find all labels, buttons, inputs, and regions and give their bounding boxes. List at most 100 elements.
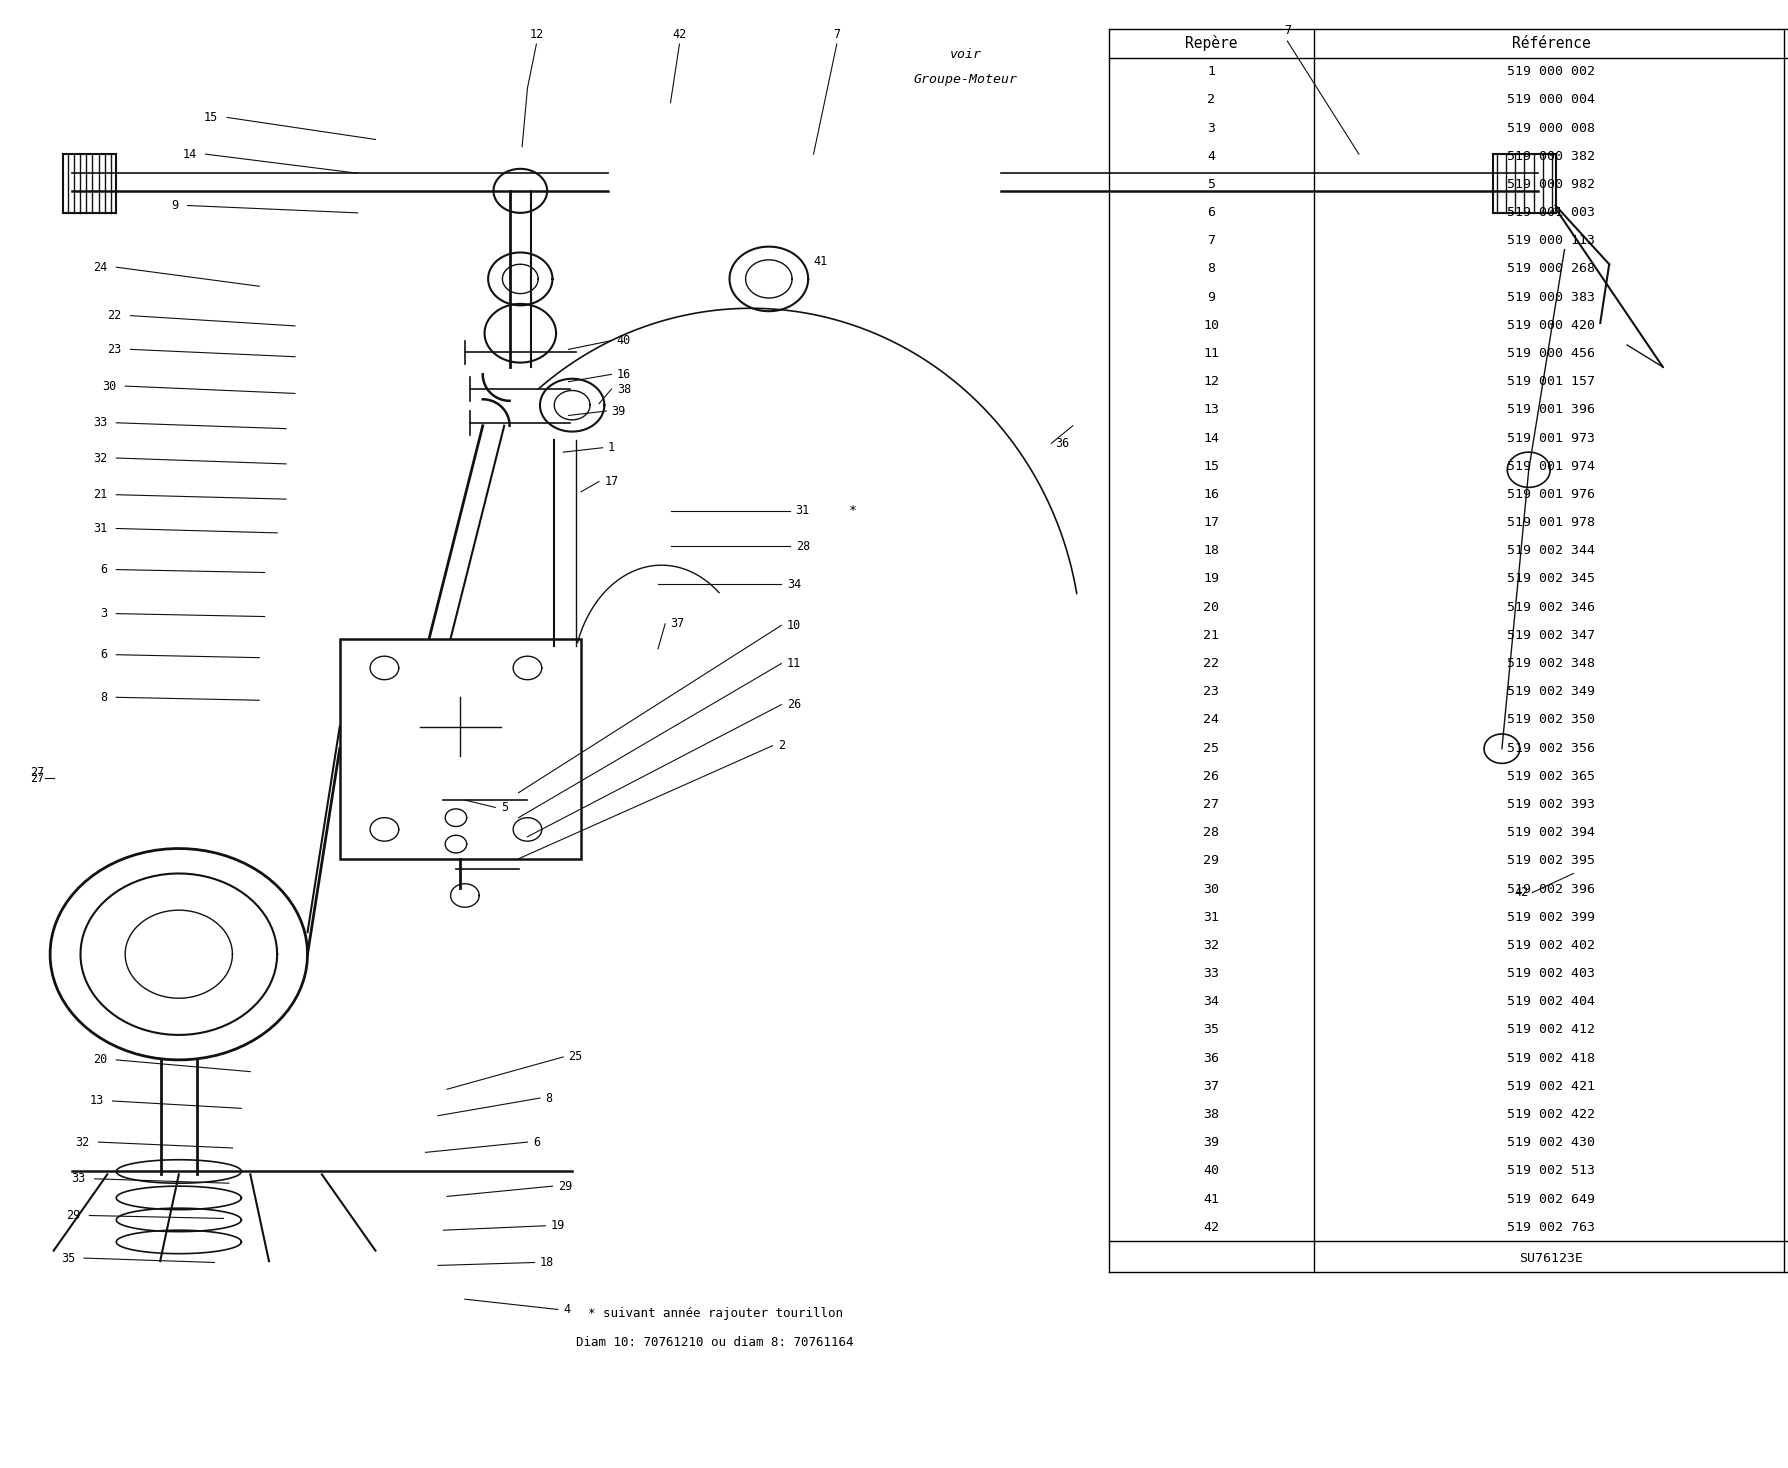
Text: 13: 13 <box>89 1095 104 1107</box>
Text: 41: 41 <box>814 255 828 267</box>
Text: 21: 21 <box>1203 628 1219 642</box>
Text: 519 002 395: 519 002 395 <box>1507 854 1595 868</box>
Text: 27: 27 <box>1203 799 1219 810</box>
Text: 1: 1 <box>1207 65 1216 78</box>
Text: 25: 25 <box>1203 741 1219 755</box>
Text: 19: 19 <box>1203 573 1219 586</box>
Text: 13: 13 <box>1203 404 1219 417</box>
Text: 42: 42 <box>672 28 687 41</box>
Text: 519 001 973: 519 001 973 <box>1507 432 1595 445</box>
Text: 519 002 349: 519 002 349 <box>1507 686 1595 699</box>
Text: 519 002 404: 519 002 404 <box>1507 995 1595 1009</box>
Text: 38: 38 <box>1203 1108 1219 1122</box>
Text: 519 001 003: 519 001 003 <box>1507 206 1595 219</box>
Text: 41: 41 <box>1203 1192 1219 1205</box>
Text: 519 001 396: 519 001 396 <box>1507 404 1595 417</box>
Text: 35: 35 <box>1203 1023 1219 1036</box>
Text: 22: 22 <box>1203 658 1219 669</box>
Text: 10: 10 <box>1203 319 1219 332</box>
Text: 519 002 396: 519 002 396 <box>1507 882 1595 895</box>
Text: 42: 42 <box>1203 1221 1219 1233</box>
Text: 519 000 382: 519 000 382 <box>1507 150 1595 163</box>
Text: 34: 34 <box>787 578 801 590</box>
Text: 17: 17 <box>1203 517 1219 528</box>
Text: * suivant année rajouter tourillon: * suivant année rajouter tourillon <box>588 1307 842 1320</box>
Text: 519 002 402: 519 002 402 <box>1507 940 1595 951</box>
Text: 17: 17 <box>604 476 619 487</box>
Text: 519 000 268: 519 000 268 <box>1507 263 1595 276</box>
Text: 36: 36 <box>1203 1051 1219 1064</box>
Text: 18: 18 <box>1203 545 1219 558</box>
Text: 10: 10 <box>787 619 801 631</box>
Text: 8: 8 <box>1207 263 1216 276</box>
Text: 32: 32 <box>1203 940 1219 951</box>
Text: 7: 7 <box>1284 23 1291 37</box>
Text: 30: 30 <box>102 380 116 392</box>
Text: 18: 18 <box>540 1257 554 1268</box>
Text: Groupe-Moteur: Groupe-Moteur <box>914 73 1017 87</box>
Text: 519 002 399: 519 002 399 <box>1507 910 1595 923</box>
Text: 35: 35 <box>61 1252 75 1264</box>
Text: 519 002 347: 519 002 347 <box>1507 628 1595 642</box>
Text: 34: 34 <box>1203 995 1219 1009</box>
Text: 21: 21 <box>93 489 107 501</box>
Text: 11: 11 <box>1203 346 1219 360</box>
Text: 9: 9 <box>172 200 179 211</box>
Text: Diam 10: 70761210 ou diam 8: 70761164: Diam 10: 70761210 ou diam 8: 70761164 <box>576 1336 855 1349</box>
Text: 6: 6 <box>533 1136 540 1148</box>
Text: 15: 15 <box>204 112 218 123</box>
Text: *: * <box>849 505 856 517</box>
Text: 519 000 383: 519 000 383 <box>1507 291 1595 304</box>
Text: 24: 24 <box>1203 713 1219 727</box>
Text: 519 001 974: 519 001 974 <box>1507 459 1595 473</box>
Text: 519 000 982: 519 000 982 <box>1507 178 1595 191</box>
Text: 519 002 356: 519 002 356 <box>1507 741 1595 755</box>
Text: 31: 31 <box>93 523 107 534</box>
Text: 6: 6 <box>100 564 107 575</box>
Text: 519 002 344: 519 002 344 <box>1507 545 1595 558</box>
Text: 27: 27 <box>30 772 45 784</box>
Text: 519 002 345: 519 002 345 <box>1507 573 1595 586</box>
Text: 519 002 394: 519 002 394 <box>1507 826 1595 840</box>
Text: 9: 9 <box>1207 291 1216 304</box>
Text: 23: 23 <box>107 344 122 355</box>
Text: 20: 20 <box>93 1054 107 1066</box>
Text: 8: 8 <box>100 691 107 703</box>
Text: 519 001 157: 519 001 157 <box>1507 376 1595 388</box>
Text: 519 002 348: 519 002 348 <box>1507 658 1595 669</box>
Text: 3: 3 <box>100 608 107 619</box>
Text: Référence: Référence <box>1511 35 1591 51</box>
Text: 29: 29 <box>66 1210 80 1221</box>
Text: 42: 42 <box>1514 887 1529 898</box>
Text: 519 000 113: 519 000 113 <box>1507 235 1595 247</box>
Text: 37: 37 <box>670 618 685 630</box>
Text: 5: 5 <box>1207 178 1216 191</box>
Text: 12: 12 <box>1203 376 1219 388</box>
Text: 31: 31 <box>1203 910 1219 923</box>
Text: 39: 39 <box>1203 1136 1219 1149</box>
Text: 519 002 365: 519 002 365 <box>1507 769 1595 782</box>
Text: 40: 40 <box>617 335 631 346</box>
Text: 29: 29 <box>1203 854 1219 868</box>
Text: 39: 39 <box>611 405 626 417</box>
Text: 519 000 008: 519 000 008 <box>1507 122 1595 135</box>
Text: 519 000 002: 519 000 002 <box>1507 65 1595 78</box>
Text: 519 002 350: 519 002 350 <box>1507 713 1595 727</box>
Text: Repère: Repère <box>1185 35 1237 51</box>
Text: 33: 33 <box>72 1173 86 1185</box>
Text: 519 000 456: 519 000 456 <box>1507 346 1595 360</box>
Text: 7: 7 <box>1207 235 1216 247</box>
Text: 19: 19 <box>551 1220 565 1232</box>
Text: 2: 2 <box>778 740 785 752</box>
Text: 33: 33 <box>1203 967 1219 981</box>
Text: 20: 20 <box>1203 600 1219 614</box>
Text: 519 002 393: 519 002 393 <box>1507 799 1595 810</box>
Text: 15: 15 <box>1203 459 1219 473</box>
Bar <box>340 639 581 859</box>
Text: 519 002 403: 519 002 403 <box>1507 967 1595 981</box>
Text: 14: 14 <box>182 148 197 160</box>
Text: 25: 25 <box>569 1051 583 1063</box>
Text: 27: 27 <box>30 766 45 778</box>
Text: 33: 33 <box>93 417 107 429</box>
Text: 519 000 004: 519 000 004 <box>1507 94 1595 106</box>
